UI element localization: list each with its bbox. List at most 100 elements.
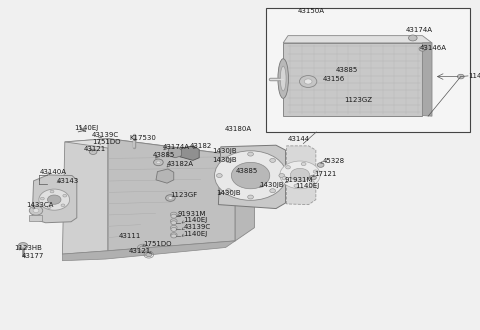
- Circle shape: [18, 243, 28, 249]
- Circle shape: [270, 189, 276, 193]
- Polygon shape: [32, 175, 77, 223]
- Text: 43885: 43885: [336, 67, 358, 73]
- Circle shape: [226, 158, 231, 162]
- Circle shape: [304, 79, 312, 84]
- Circle shape: [50, 190, 54, 193]
- Text: 43177: 43177: [22, 253, 44, 259]
- Text: 1430JB: 1430JB: [216, 190, 240, 196]
- Text: 43150A: 43150A: [298, 8, 324, 14]
- Circle shape: [29, 206, 43, 215]
- Text: 43121: 43121: [129, 248, 151, 254]
- Text: 1123HB: 1123HB: [14, 245, 42, 251]
- Circle shape: [170, 225, 177, 230]
- Circle shape: [171, 221, 177, 225]
- Text: 1140EJ: 1140EJ: [295, 183, 320, 189]
- Polygon shape: [180, 146, 199, 160]
- Circle shape: [170, 212, 177, 217]
- Polygon shape: [283, 36, 432, 43]
- Text: 43146A: 43146A: [420, 45, 447, 51]
- Ellipse shape: [280, 66, 286, 91]
- Circle shape: [166, 195, 175, 201]
- Text: 45328: 45328: [323, 158, 345, 164]
- Circle shape: [146, 253, 152, 257]
- Circle shape: [313, 170, 318, 173]
- Text: 43156: 43156: [323, 76, 345, 82]
- Text: 1430JB: 1430JB: [212, 148, 237, 154]
- Circle shape: [270, 158, 276, 162]
- Text: 43143: 43143: [57, 178, 79, 184]
- Circle shape: [40, 197, 44, 200]
- Circle shape: [61, 204, 65, 207]
- Text: 43174A: 43174A: [406, 27, 432, 33]
- Text: 1140HR: 1140HR: [468, 73, 480, 79]
- Circle shape: [290, 168, 310, 182]
- Text: 1751DO: 1751DO: [92, 139, 120, 145]
- Text: 43121: 43121: [84, 146, 106, 152]
- Text: 91931M: 91931M: [285, 177, 313, 183]
- Circle shape: [21, 245, 25, 247]
- Circle shape: [47, 206, 51, 209]
- Circle shape: [282, 177, 287, 180]
- Circle shape: [154, 159, 163, 166]
- Text: 43885: 43885: [235, 168, 257, 174]
- Polygon shape: [218, 145, 286, 209]
- Text: 1433CA: 1433CA: [26, 202, 54, 208]
- Circle shape: [216, 174, 222, 178]
- Circle shape: [310, 175, 316, 180]
- Circle shape: [408, 35, 417, 41]
- Text: 43885: 43885: [153, 152, 175, 158]
- Circle shape: [39, 189, 70, 210]
- Circle shape: [89, 149, 97, 154]
- Circle shape: [226, 189, 231, 193]
- Text: 1123GF: 1123GF: [170, 192, 198, 198]
- Text: 43140A: 43140A: [39, 169, 66, 175]
- Polygon shape: [235, 155, 254, 241]
- Text: 43139C: 43139C: [183, 224, 211, 230]
- Text: 1751DO: 1751DO: [143, 241, 171, 247]
- Text: 43144: 43144: [288, 136, 310, 142]
- Text: 91931M: 91931M: [178, 211, 206, 216]
- Circle shape: [280, 161, 320, 189]
- Polygon shape: [62, 241, 235, 261]
- Circle shape: [457, 74, 464, 79]
- Text: 1140EJ: 1140EJ: [74, 125, 99, 131]
- Text: 1140EJ: 1140EJ: [183, 217, 208, 223]
- Text: K17530: K17530: [130, 135, 156, 141]
- Text: 1140EJ: 1140EJ: [183, 231, 208, 237]
- Circle shape: [279, 174, 285, 178]
- Circle shape: [171, 214, 177, 218]
- Ellipse shape: [278, 59, 288, 98]
- Polygon shape: [108, 139, 235, 251]
- Circle shape: [317, 163, 324, 167]
- Circle shape: [48, 195, 61, 204]
- Circle shape: [310, 181, 314, 184]
- Text: 43182A: 43182A: [167, 161, 194, 167]
- Polygon shape: [422, 43, 432, 116]
- Text: 43180A: 43180A: [225, 126, 252, 132]
- Bar: [266, 8, 470, 132]
- Circle shape: [248, 152, 253, 156]
- Text: 43182: 43182: [190, 143, 212, 149]
- Circle shape: [171, 227, 177, 231]
- Polygon shape: [287, 146, 316, 205]
- Circle shape: [286, 166, 290, 169]
- Text: 43139C: 43139C: [92, 132, 120, 138]
- Polygon shape: [156, 169, 174, 183]
- Circle shape: [419, 47, 426, 51]
- Text: 17121: 17121: [314, 171, 337, 177]
- Text: 43111: 43111: [119, 233, 142, 239]
- Circle shape: [170, 219, 177, 223]
- Text: 1430JB: 1430JB: [212, 157, 237, 163]
- Polygon shape: [62, 139, 108, 254]
- Circle shape: [156, 161, 160, 164]
- Text: 43174A: 43174A: [162, 144, 189, 149]
- Circle shape: [33, 209, 39, 213]
- Circle shape: [170, 233, 177, 237]
- Circle shape: [294, 184, 299, 187]
- Circle shape: [140, 246, 146, 250]
- Polygon shape: [283, 43, 422, 116]
- Text: 1123GZ: 1123GZ: [345, 97, 373, 103]
- Circle shape: [300, 76, 317, 87]
- Circle shape: [231, 162, 270, 189]
- Circle shape: [248, 195, 253, 199]
